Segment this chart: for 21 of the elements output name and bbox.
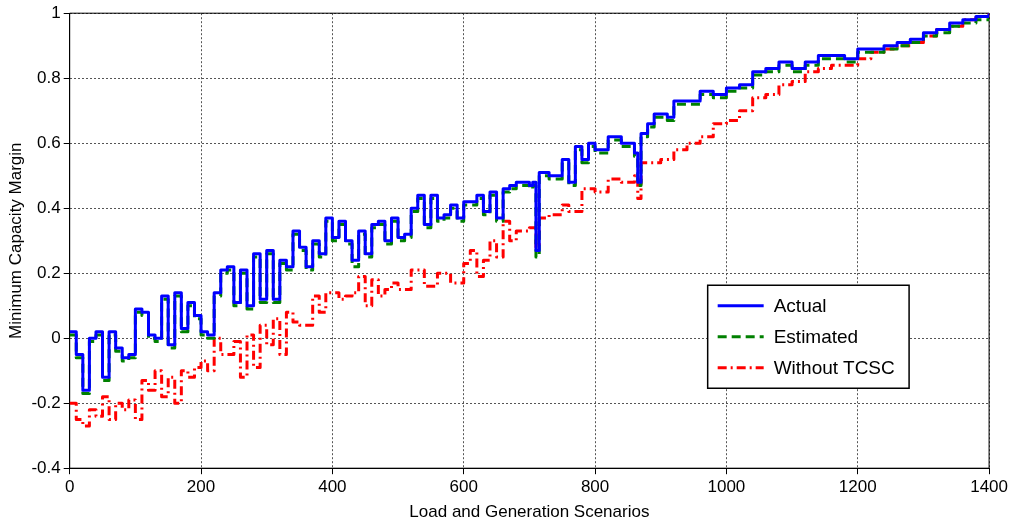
legend-label: Actual bbox=[773, 294, 827, 316]
y-tick-label: 0.8 bbox=[37, 67, 61, 87]
y-tick-label: 1 bbox=[51, 2, 61, 22]
y-tick-label: -0.2 bbox=[31, 392, 61, 412]
x-tick-label: 1200 bbox=[838, 477, 877, 497]
legend-label: Without TCSC bbox=[773, 356, 895, 378]
x-tick-label: 200 bbox=[186, 477, 216, 497]
x-tick-label: 600 bbox=[449, 477, 478, 497]
x-tick-label: 0 bbox=[64, 477, 75, 497]
x-tick-label: 800 bbox=[580, 477, 610, 497]
x-tick-label: 1000 bbox=[707, 477, 746, 497]
x-axis-title: Load and Generation Scenarios bbox=[409, 502, 650, 522]
y-axis-title: Minimum Capacity Margin bbox=[5, 142, 25, 339]
x-tick-label: 1400 bbox=[970, 477, 1008, 497]
y-tick-label: -0.4 bbox=[31, 457, 61, 477]
y-tick-label: 0.4 bbox=[37, 197, 61, 217]
y-tick-label: 0.6 bbox=[37, 132, 61, 152]
legend-label: Estimated bbox=[773, 325, 859, 347]
x-tick-label: 400 bbox=[318, 477, 347, 497]
y-tick-label: 0 bbox=[51, 327, 61, 347]
y-tick-label: 0.2 bbox=[37, 262, 61, 282]
